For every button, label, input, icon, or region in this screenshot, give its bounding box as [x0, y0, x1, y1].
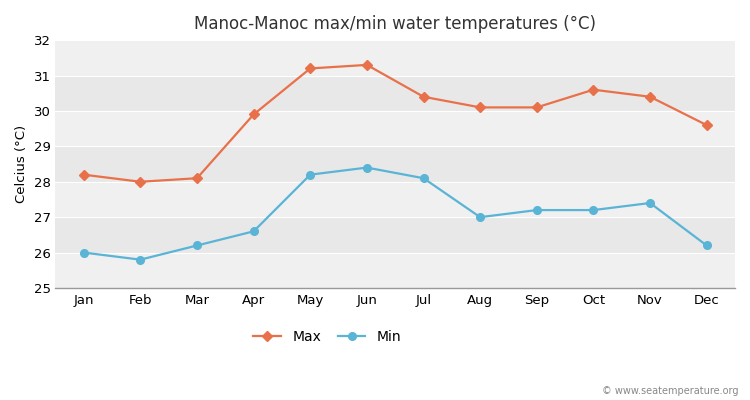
Max — [646, 94, 655, 99]
Text: © www.seatemperature.org: © www.seatemperature.org — [602, 386, 739, 396]
Min — [419, 176, 428, 181]
Max — [532, 105, 542, 110]
Max — [136, 179, 145, 184]
Max — [306, 66, 315, 71]
Y-axis label: Celcius (°C): Celcius (°C) — [15, 125, 28, 203]
Bar — [56, 76, 735, 111]
Max — [80, 172, 88, 177]
Bar — [56, 40, 735, 76]
Bar — [56, 146, 735, 182]
Max — [702, 123, 711, 128]
Min — [476, 215, 484, 220]
Max — [362, 62, 371, 67]
Line: Min: Min — [80, 164, 710, 264]
Bar — [56, 217, 735, 252]
Min — [702, 243, 711, 248]
Bar — [56, 182, 735, 217]
Min — [589, 208, 598, 212]
Min — [80, 250, 88, 255]
Max — [589, 87, 598, 92]
Min — [306, 172, 315, 177]
Max — [476, 105, 484, 110]
Bar — [56, 111, 735, 146]
Bar — [56, 252, 735, 288]
Max — [419, 94, 428, 99]
Min — [249, 229, 258, 234]
Max — [193, 176, 202, 181]
Min — [136, 257, 145, 262]
Max — [249, 112, 258, 117]
Min — [532, 208, 542, 212]
Line: Max: Max — [80, 61, 710, 186]
Min — [193, 243, 202, 248]
Legend: Max, Min: Max, Min — [248, 325, 406, 350]
Title: Manoc-Manoc max/min water temperatures (°C): Manoc-Manoc max/min water temperatures (… — [194, 15, 596, 33]
Min — [362, 165, 371, 170]
Min — [646, 200, 655, 205]
